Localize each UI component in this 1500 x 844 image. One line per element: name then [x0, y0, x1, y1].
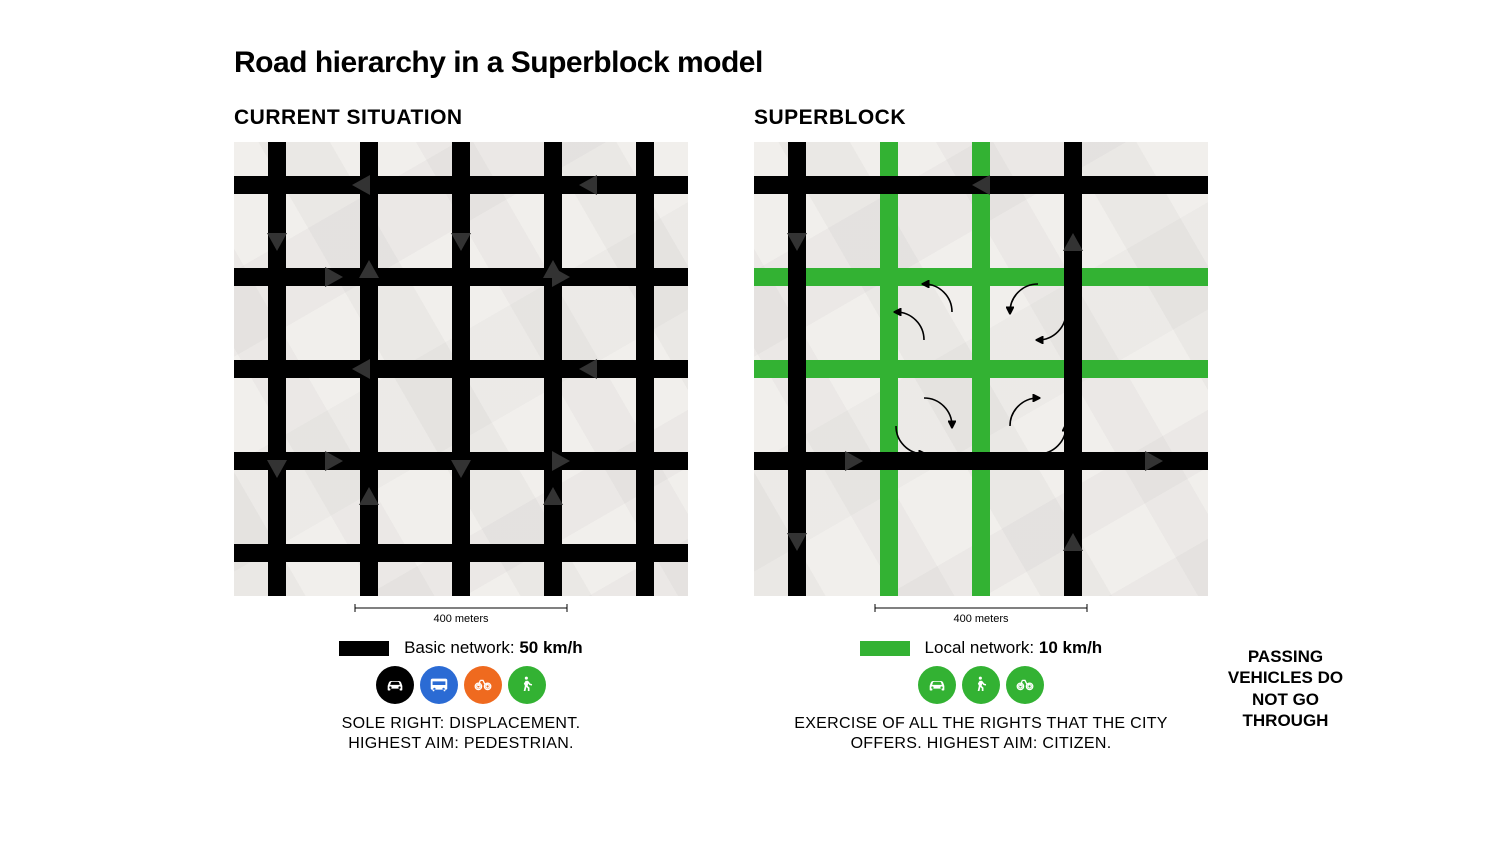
- road-vertical: [880, 142, 898, 596]
- page-title: Road hierarchy in a Superblock model: [234, 46, 1266, 80]
- scale-bar: 400 meters: [353, 604, 569, 624]
- direction-arrow-icon: [325, 267, 343, 287]
- road-vertical: [544, 142, 562, 596]
- direction-arrow-icon: [451, 460, 471, 478]
- caption-current: SOLE RIGHT: DISPLACEMENT. HIGHEST AIM: P…: [234, 714, 688, 755]
- scale-bar: 400 meters: [873, 604, 1089, 624]
- panel-superblock: SUPERBLOCK 400 meters Local network: 10 …: [754, 106, 1208, 755]
- callout-passing-vehicles: PASSING VEHICLES DO NOT GO THROUGH: [1218, 646, 1353, 731]
- direction-arrow-icon: [267, 460, 287, 478]
- grid-superblock: [754, 142, 1208, 596]
- bus-icon: [420, 666, 458, 704]
- car-icon: [918, 666, 956, 704]
- loop-arrow-icon: [1003, 391, 1073, 461]
- direction-arrow-icon: [451, 233, 471, 251]
- direction-arrow-icon: [267, 233, 287, 251]
- grid-current: [234, 142, 688, 596]
- mode-icons-superblock: [754, 666, 1208, 704]
- walk-icon: [962, 666, 1000, 704]
- caption-superblock: EXERCISE OF ALL THE RIGHTS THAT THE CITY…: [754, 714, 1208, 755]
- scale-label: 400 meters: [873, 613, 1089, 625]
- legend-superblock: Local network: 10 km/h: [754, 638, 1208, 658]
- legend-speed: 10 km/h: [1039, 638, 1102, 657]
- direction-arrow-icon: [352, 359, 370, 379]
- scale-label: 400 meters: [353, 613, 569, 625]
- direction-arrow-icon: [552, 451, 570, 471]
- road-vertical: [788, 142, 806, 596]
- direction-arrow-icon: [787, 233, 807, 251]
- direction-arrow-icon: [352, 175, 370, 195]
- swatch-basic: [339, 641, 389, 656]
- swatch-local: [860, 641, 910, 656]
- direction-arrow-icon: [1145, 451, 1163, 471]
- panel-title-current: CURRENT SITUATION: [234, 106, 688, 130]
- direction-arrow-icon: [579, 359, 597, 379]
- bike-icon: [464, 666, 502, 704]
- direction-arrow-icon: [359, 260, 379, 278]
- direction-arrow-icon: [1063, 233, 1083, 251]
- panel-current: CURRENT SITUATION 400 meters Basic netwo…: [234, 106, 688, 755]
- direction-arrow-icon: [579, 175, 597, 195]
- road-horizontal: [234, 544, 688, 562]
- mode-icons-current: [234, 666, 688, 704]
- legend-text-prefix: Basic network:: [404, 638, 519, 657]
- bike-icon: [1006, 666, 1044, 704]
- direction-arrow-icon: [543, 260, 563, 278]
- car-icon: [376, 666, 414, 704]
- legend-current: Basic network: 50 km/h: [234, 638, 688, 658]
- road-vertical: [636, 142, 654, 596]
- direction-arrow-icon: [972, 175, 990, 195]
- panel-title-superblock: SUPERBLOCK: [754, 106, 1208, 130]
- direction-arrow-icon: [1063, 533, 1083, 551]
- road-vertical: [452, 142, 470, 596]
- road-vertical: [1064, 142, 1082, 596]
- direction-arrow-icon: [845, 451, 863, 471]
- road-vertical: [972, 142, 990, 596]
- legend-speed: 50 km/h: [519, 638, 582, 657]
- walk-icon: [508, 666, 546, 704]
- loop-arrow-icon: [889, 391, 959, 461]
- loop-arrow-icon: [889, 277, 959, 347]
- direction-arrow-icon: [787, 533, 807, 551]
- direction-arrow-icon: [543, 487, 563, 505]
- loop-arrow-icon: [1003, 277, 1073, 347]
- direction-arrow-icon: [359, 487, 379, 505]
- direction-arrow-icon: [325, 451, 343, 471]
- road-horizontal: [754, 452, 1208, 470]
- legend-text-prefix: Local network:: [925, 638, 1039, 657]
